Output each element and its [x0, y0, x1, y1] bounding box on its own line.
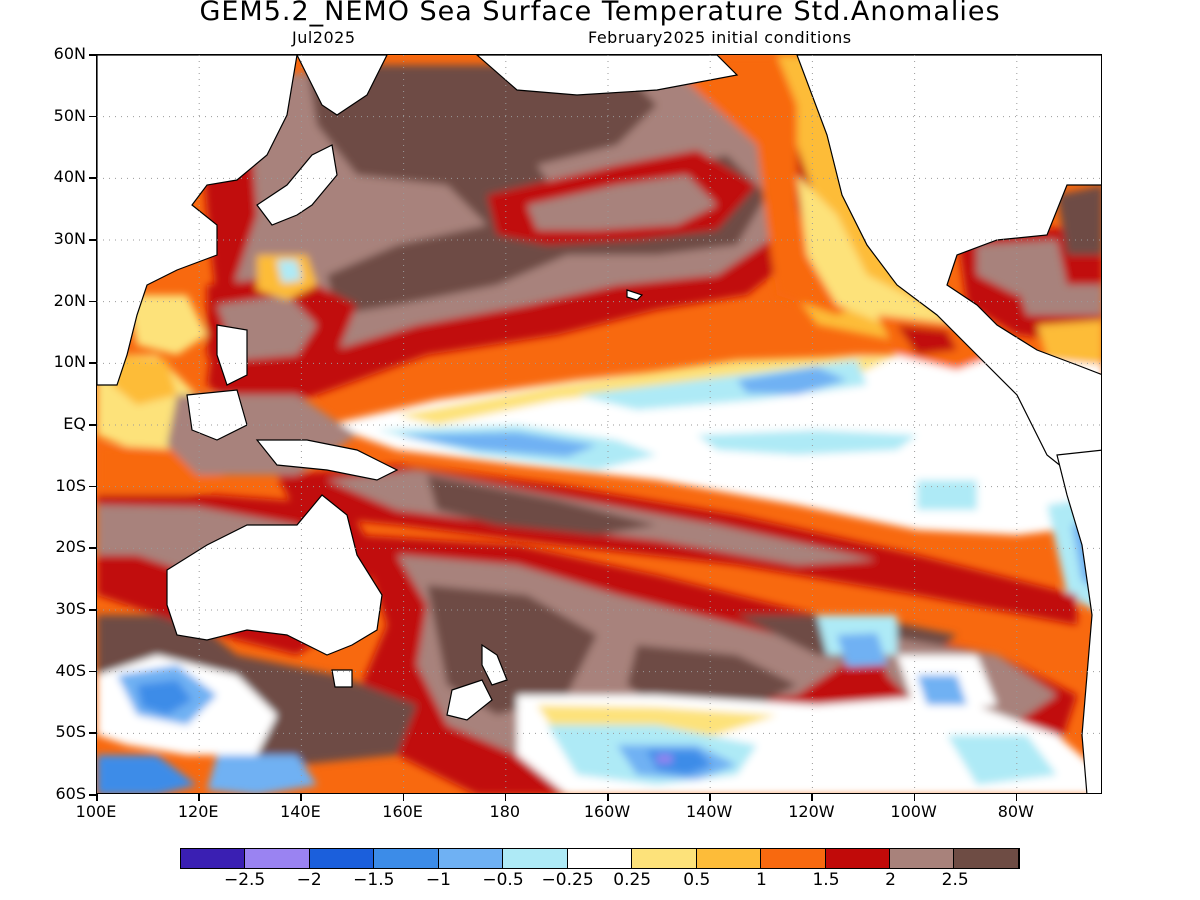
longitude-label: 120E — [177, 802, 219, 821]
colorbar-swatch — [438, 849, 504, 868]
longitude-tick — [1015, 794, 1018, 801]
colorbar-swatch — [825, 849, 890, 868]
north-america-landmass — [796, 55, 1101, 535]
latitude-label: 60S — [55, 784, 86, 803]
latitude-label: 50N — [53, 105, 86, 125]
new-zealand-south-island — [446, 679, 493, 721]
new-guinea-landmass — [255, 439, 399, 481]
latitude-tick — [89, 670, 96, 673]
borneo-landmass — [186, 389, 248, 441]
longitude-label: 160W — [583, 802, 631, 821]
latitude-tick — [89, 362, 96, 364]
colorbar-label: −0.5 — [482, 870, 524, 890]
colorbar-label: −1 — [425, 870, 451, 890]
latitude-label: 20N — [53, 290, 86, 310]
latitude-tick — [89, 54, 96, 56]
longitude-tick — [198, 794, 200, 801]
kamchatka-landmass — [296, 55, 388, 116]
south-america-landmass — [1056, 449, 1101, 793]
longitude-tick — [607, 794, 609, 801]
latitude-tick — [89, 547, 96, 549]
philippines-landmass — [216, 324, 248, 386]
latitude-label: 30N — [53, 229, 86, 248]
latitude-label: 10S — [55, 475, 86, 495]
colorbar-label: −2 — [296, 870, 322, 890]
latitude-tick — [89, 239, 96, 241]
longitude-tick — [504, 794, 507, 801]
colorbar-swatch — [954, 849, 1019, 868]
colorbar-swatch — [889, 849, 955, 868]
longitude-label: 140E — [280, 802, 321, 821]
longitude-label: 120W — [788, 802, 835, 821]
longitude-tick — [402, 794, 405, 801]
latitude-label: EQ — [63, 414, 86, 433]
latitude-label: 50S — [55, 722, 86, 742]
latitude-tick — [89, 424, 96, 426]
longitude-label: 180 — [489, 802, 521, 821]
longitude-tick — [913, 794, 916, 801]
latitude-label: 40N — [53, 167, 86, 187]
australia-landmass — [166, 494, 383, 656]
colorbar-label: −2.5 — [223, 870, 266, 890]
longitude-tick — [300, 794, 302, 801]
colorbar-label: 0.25 — [613, 870, 652, 890]
colorbar-label: 2.5 — [941, 870, 969, 890]
latitude-tick — [89, 177, 96, 179]
map-title: GEM5.2_NEMO Sea Surface Temperature Std.… — [199, 0, 1001, 27]
longitude-label: 100W — [890, 802, 937, 821]
latitude-label: 60N — [53, 44, 86, 63]
longitude-tick — [709, 794, 711, 801]
latitude-tick — [89, 609, 96, 611]
colorbar-swatch — [696, 849, 762, 868]
colorbar-swatch — [503, 849, 568, 868]
latitude-tick — [89, 732, 96, 734]
initial-conditions: February2025 initial conditions — [588, 28, 852, 47]
colorbar-label: −0.25 — [541, 870, 594, 890]
new-zealand-north-island — [481, 643, 508, 686]
anomaly-field — [97, 55, 1101, 793]
colorbar-swatch — [309, 849, 375, 868]
colorbar-swatch — [632, 849, 697, 868]
colorbar-label: −1.5 — [353, 870, 395, 890]
longitude-tick — [811, 794, 813, 801]
longitude-label: 100E — [75, 802, 117, 821]
colorbar-swatch — [181, 849, 246, 868]
hawaii-islands — [626, 289, 644, 301]
latitude-label: 30S — [55, 599, 86, 618]
colorbar-swatch — [567, 849, 633, 868]
alaska-landmass — [476, 55, 739, 96]
latitude-tick — [89, 115, 96, 118]
colorbar-swatch — [761, 849, 826, 868]
colorbar-swatch — [374, 849, 439, 868]
tasmania-landmass — [331, 669, 353, 688]
continents — [97, 55, 1101, 793]
colorbar-label: 2 — [885, 870, 897, 890]
longitude-label: 140W — [686, 802, 733, 821]
sst-anomaly-map — [96, 54, 1102, 794]
latitude-label: 20S — [55, 537, 86, 557]
forecast-month: Jul2025 — [292, 28, 356, 47]
colorbar-swatch — [245, 849, 310, 868]
colorbar-label: 1 — [755, 870, 767, 890]
latitude-label: 10N — [53, 352, 86, 372]
latitude-tick — [89, 794, 96, 796]
japan-landmass — [256, 144, 338, 226]
latitude-tick — [89, 485, 96, 488]
latitude-label: 40S — [55, 660, 86, 680]
latitude-tick — [89, 300, 96, 303]
longitude-label: 80W — [997, 802, 1034, 821]
longitude-tick — [96, 794, 98, 801]
colorbar-label: 0.5 — [683, 870, 711, 890]
longitude-label: 160E — [382, 802, 423, 821]
colorbar — [180, 848, 1020, 869]
colorbar-label: 1.5 — [812, 870, 840, 890]
